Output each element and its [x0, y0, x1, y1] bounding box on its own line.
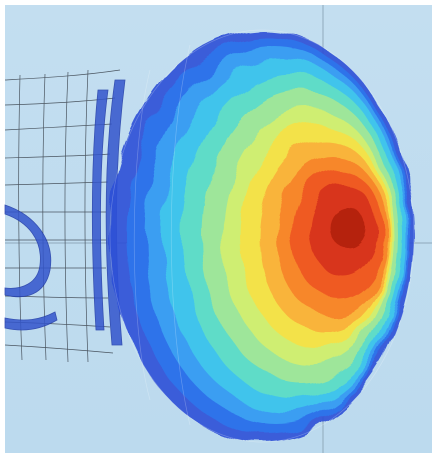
layer: [330, 208, 366, 248]
mesh-overlay: [109, 29, 415, 443]
heat-blob: [110, 30, 414, 442]
